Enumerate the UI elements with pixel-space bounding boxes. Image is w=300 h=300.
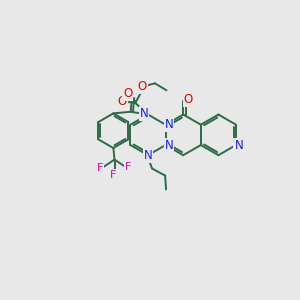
Text: N: N [140, 107, 148, 120]
Text: O: O [184, 93, 193, 106]
Text: F: F [97, 163, 103, 173]
Text: N: N [165, 118, 173, 131]
Text: F: F [110, 170, 116, 180]
Text: F: F [125, 162, 132, 172]
Text: N: N [144, 149, 152, 162]
Text: N: N [165, 139, 173, 152]
Text: O: O [123, 87, 132, 100]
Text: O: O [118, 95, 127, 108]
Text: O: O [138, 80, 147, 93]
Text: N: N [234, 139, 243, 152]
